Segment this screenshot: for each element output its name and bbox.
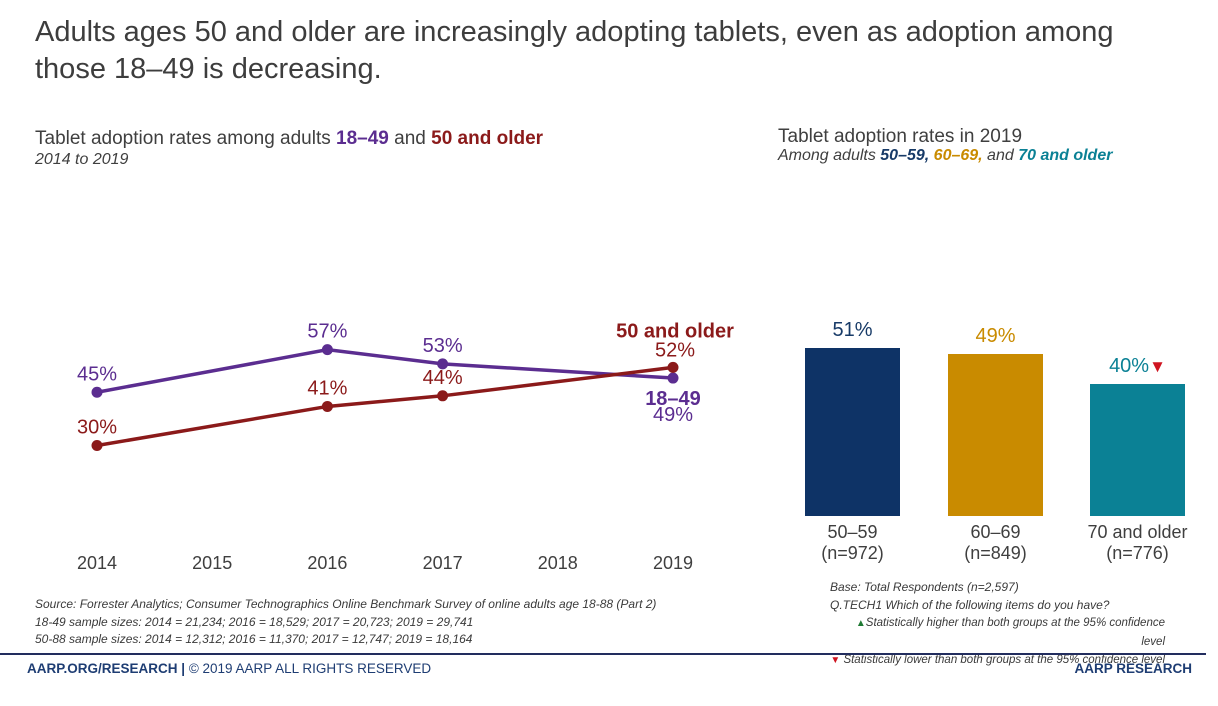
group-label-18-49: 18–49 bbox=[336, 128, 389, 149]
line-chart-subtitle: Tablet adoption rates among adults 18–49… bbox=[35, 128, 543, 150]
line-chart-subtitle-and: and bbox=[388, 128, 432, 149]
data-point bbox=[321, 400, 333, 412]
bar-value-text: 49% bbox=[975, 325, 1016, 347]
data-point-label: 53% bbox=[423, 335, 463, 357]
series-end-label: 50 and older bbox=[616, 320, 734, 342]
group-label-70-older: 70 and older bbox=[1018, 147, 1113, 164]
footer-site-link: AARP.ORG/RESEARCH | bbox=[27, 661, 189, 676]
down-triangle-icon: ▼ bbox=[830, 655, 841, 666]
bar-value-label: 51% bbox=[783, 319, 922, 342]
up-triangle-icon: ▲ bbox=[855, 618, 866, 629]
source-note-line: 50-88 sample sizes: 2014 = 12,312; 2016 … bbox=[35, 632, 473, 646]
line-chart: 2014 2015 2016 2017 2018 2019 45% 57% 53% 18–4949… bbox=[77, 320, 734, 573]
bar-chart-title: Tablet adoption rates in 2019 bbox=[778, 126, 1023, 147]
line-chart-subtitle-prefix: Tablet adoption rates among adults bbox=[35, 128, 337, 149]
line-series bbox=[96, 365, 674, 448]
bar-chart: 51% 50–59 (n=972) 49% 60–69 (n=849) 40%▼ 70 and… bbox=[805, 310, 1188, 563]
data-point-label: 57% bbox=[307, 321, 347, 343]
group-label-60-69: 60–69, bbox=[933, 147, 983, 164]
bar-category-label: 70 and older (n=776) bbox=[1063, 522, 1213, 564]
data-point bbox=[437, 390, 449, 402]
x-axis-label: 2015 bbox=[192, 553, 232, 573]
x-axis-label: 2014 bbox=[77, 553, 117, 573]
source-notes: Source: Forrester Analytics; Consumer Te… bbox=[35, 596, 675, 649]
question-note: Q.TECH1 Which of the following items do … bbox=[830, 598, 1110, 612]
bar bbox=[805, 348, 900, 516]
footer-brand: AARP RESEARCH bbox=[1074, 661, 1192, 676]
bar-value-text: 40% bbox=[1109, 355, 1150, 377]
bar-value-label: 49% bbox=[926, 325, 1065, 348]
significance-down-icon: ▼ bbox=[1149, 357, 1166, 376]
bar-category-name: 70 and older bbox=[1087, 522, 1188, 542]
data-point bbox=[321, 344, 333, 356]
line-chart-date-range: 2014 to 2019 bbox=[35, 151, 129, 168]
bar-chart-notes: Base: Total Respondents (n=2,597) Q.TECH… bbox=[830, 578, 1165, 670]
bar bbox=[1090, 384, 1185, 516]
x-axis-label: 2017 bbox=[423, 553, 463, 573]
source-note-line: Source: Forrester Analytics; Consumer Te… bbox=[35, 597, 657, 611]
bar-chart-subtitle-prefix: Among adults bbox=[778, 147, 881, 164]
bar-value-text: 51% bbox=[832, 319, 873, 341]
base-note: Base: Total Respondents (n=2,597) bbox=[830, 580, 1019, 594]
bar-sample-size: (n=972) bbox=[821, 543, 884, 563]
footer-left: AARP.ORG/RESEARCH | © 2019 AARP ALL RIGH… bbox=[27, 661, 431, 676]
x-axis-label: 2016 bbox=[307, 553, 347, 573]
bar-category-label: 60–69 (n=849) bbox=[921, 522, 1071, 564]
data-point-label: 45% bbox=[77, 363, 117, 385]
data-point-label: 52% bbox=[655, 339, 695, 361]
data-point bbox=[667, 372, 679, 384]
data-point-label: 41% bbox=[307, 377, 347, 399]
data-point-label: 44% bbox=[423, 367, 463, 389]
group-label-50-59: 50–59, bbox=[880, 147, 930, 164]
source-note-line: 18-49 sample sizes: 2014 = 21,234; 2016 … bbox=[35, 614, 474, 629]
series-end-label: 18–49 bbox=[645, 388, 701, 410]
legend-higher: ▲Statistically higher than both groups a… bbox=[855, 617, 1165, 648]
data-point-label: 30% bbox=[77, 417, 117, 439]
footer-divider bbox=[0, 653, 1206, 655]
x-axis-label: 2019 bbox=[653, 553, 693, 573]
legend-lower: ▼ Statistically lower than both groups a… bbox=[830, 654, 1165, 666]
bar-sample-size: (n=776) bbox=[1106, 543, 1169, 563]
footer-copyright: © 2019 AARP ALL RIGHTS RESERVED bbox=[188, 661, 432, 676]
bar bbox=[948, 354, 1043, 516]
data-point bbox=[437, 358, 449, 370]
data-point-label: 49% bbox=[653, 404, 693, 426]
page-title: Adults ages 50 and older are increasingl… bbox=[35, 16, 1114, 85]
bar-chart-subtitle: Among adults 50–59, 60–69, and 70 and ol… bbox=[778, 147, 1113, 164]
group-label-50-older: 50 and older bbox=[431, 128, 544, 149]
data-point bbox=[91, 386, 103, 398]
x-axis-label: 2018 bbox=[538, 553, 578, 573]
bar-sample-size: (n=849) bbox=[964, 543, 1027, 563]
bar-category-name: 60–69 bbox=[970, 522, 1021, 542]
line-series bbox=[96, 347, 674, 394]
bar-category-name: 50–59 bbox=[827, 522, 878, 542]
data-point bbox=[667, 361, 679, 373]
bar-category-label: 50–59 (n=972) bbox=[778, 522, 928, 564]
bar-value-label: 40%▼ bbox=[1068, 355, 1207, 378]
data-point bbox=[91, 440, 103, 451]
